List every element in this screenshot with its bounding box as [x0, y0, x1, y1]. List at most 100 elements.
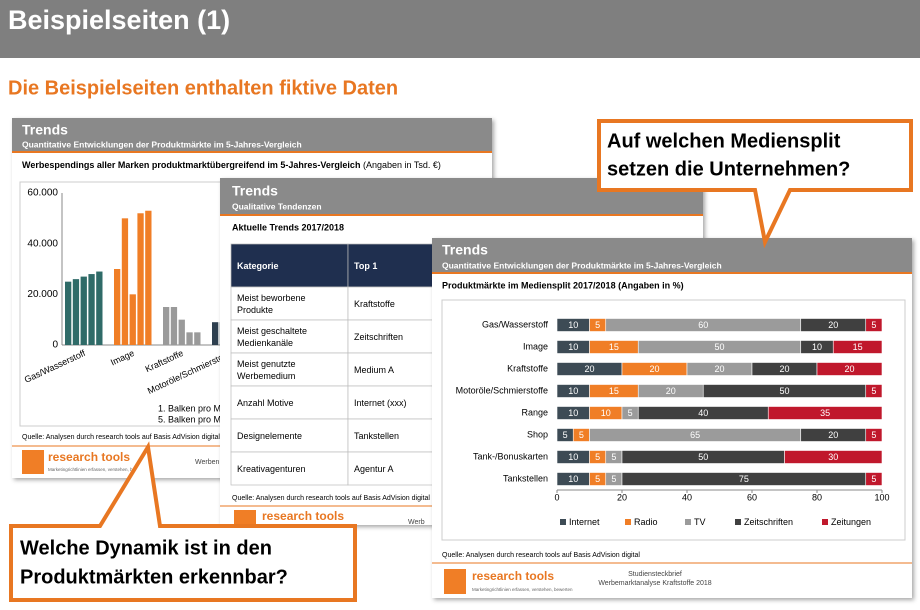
card-header — [12, 118, 492, 151]
table-cell — [230, 385, 349, 420]
footer-note: Werbemarktanalyse Kraftstoffe 2018 — [598, 580, 711, 587]
card-subheading: Qualitative Tendenzen — [232, 201, 322, 211]
card-subheading: Quantitative Entwicklungen der Produktmä… — [442, 260, 722, 270]
table-cell — [230, 451, 349, 486]
callout-text: Auf welchen Mediensplit — [607, 130, 841, 152]
legend-label: Zeitungen — [831, 517, 871, 527]
data-label: 10 — [568, 342, 578, 352]
cell-text: Kreativagenturen — [237, 463, 306, 474]
x-tick-label: 0 — [554, 492, 559, 502]
cell-text: Kraftstoffe — [354, 298, 395, 309]
data-label: 20 — [844, 364, 854, 374]
data-label: 5 — [595, 452, 600, 462]
card-caption: Werbespendings aller Marken produktmarkt… — [22, 160, 441, 170]
card-caption: Aktuelle Trends 2017/2018 — [232, 222, 344, 232]
footer-note: Studiensteckbrief — [628, 571, 682, 578]
data-label: 20 — [666, 386, 676, 396]
cell-box: Kategorie — [237, 260, 279, 271]
bar-segment — [865, 384, 883, 398]
data-label: 20 — [828, 320, 838, 330]
data-label: 15 — [853, 342, 863, 352]
cell-text: Internet (xxx) — [354, 397, 407, 408]
logo-icon — [234, 510, 256, 524]
cell-box: Zeitschriften — [354, 332, 403, 342]
bar — [137, 213, 144, 345]
legend-text: 5. Balken pro M — [158, 414, 221, 424]
data-label: 15 — [609, 342, 619, 352]
cell-box: Meist genutzte Werbemedium — [237, 358, 296, 381]
bar-segment — [816, 362, 883, 376]
category-label: Image — [523, 341, 548, 351]
data-label: 5 — [595, 474, 600, 484]
slide-subtitle: Die Beispielseiten enthalten fiktive Dat… — [8, 77, 398, 99]
data-label: 50 — [698, 452, 708, 462]
callout-box — [597, 119, 913, 249]
source: Quelle: Analysen durch research tools au… — [442, 552, 640, 559]
data-label: 15 — [609, 386, 619, 396]
cell-box: Agentur A — [354, 464, 394, 474]
divider — [12, 151, 492, 153]
chart-frame — [441, 299, 906, 541]
legend-swatch — [735, 519, 741, 525]
divider — [220, 214, 703, 216]
bar — [212, 322, 219, 345]
cell-text: Meist genutzte Werbemedium — [237, 358, 296, 381]
x-tick-label: 80 — [812, 492, 822, 502]
logo-name: research tools — [262, 509, 344, 523]
logo-name: research tools — [48, 450, 130, 464]
data-label: 35 — [820, 408, 830, 418]
data-label: 10 — [601, 408, 611, 418]
y-tick-label: 40.000 — [27, 238, 58, 249]
data-label: 50 — [779, 386, 789, 396]
legend-label: TV — [694, 517, 706, 527]
source: Quelle: Analysen durch research tools au… — [22, 434, 220, 441]
cell-text: Medium A — [354, 364, 395, 375]
cell-text: Kategorie — [237, 260, 279, 271]
legend-text: 1. Balken pro M — [158, 403, 221, 413]
bar-segment — [784, 450, 883, 464]
data-label: 10 — [812, 342, 822, 352]
x-tick-label: 100 — [874, 492, 889, 502]
data-label: 5 — [871, 430, 876, 440]
category-label: Gas/Wasserstoff — [482, 319, 549, 329]
bar — [170, 307, 178, 345]
data-label: 40 — [698, 408, 708, 418]
data-label: 10 — [568, 452, 578, 462]
x-tick-label: 40 — [682, 492, 692, 502]
data-label: 10 — [568, 320, 578, 330]
bar — [88, 274, 95, 345]
cell-box: Meist beworbene Produkte — [237, 293, 306, 315]
cell-box: Medium A — [354, 364, 395, 375]
table-cell — [347, 352, 434, 387]
table-cell — [230, 352, 349, 387]
bar — [96, 271, 103, 345]
data-label: 20 — [779, 364, 789, 374]
legend-swatch — [625, 519, 631, 525]
logo-name: research tools — [472, 569, 554, 583]
logo-tagline: Marketingrichtlinien erfassen, verstehen… — [472, 587, 573, 592]
table-cell — [347, 385, 434, 420]
card-subheading: Quantitative Entwicklungen der Produktmä… — [22, 139, 302, 149]
cell-box: Meist geschaltete Medienkanäle — [237, 326, 307, 348]
footer-note: Werben — [195, 459, 219, 466]
data-label: 5 — [595, 320, 600, 330]
card-heading: Trends — [22, 122, 68, 138]
data-label: 10 — [568, 386, 578, 396]
bar — [65, 281, 72, 345]
bar-segment — [865, 318, 883, 332]
y-tick-label: 60.000 — [27, 188, 58, 199]
bar — [194, 332, 201, 345]
callout-text: setzen die Unternehmen? — [607, 158, 850, 180]
bar — [72, 279, 80, 345]
x-tick-label: 60 — [747, 492, 757, 502]
data-label: 20 — [828, 430, 838, 440]
data-label: 5 — [563, 430, 568, 440]
bar — [178, 319, 185, 345]
callout-text: Produktmärkten erkennbar? — [20, 566, 288, 588]
bar — [163, 307, 170, 345]
table-cell — [230, 418, 349, 453]
legend-label: Zeitschriften — [744, 517, 793, 527]
header-bar — [0, 0, 920, 58]
card-heading: Trends — [232, 183, 278, 199]
bar-segment — [865, 472, 883, 486]
